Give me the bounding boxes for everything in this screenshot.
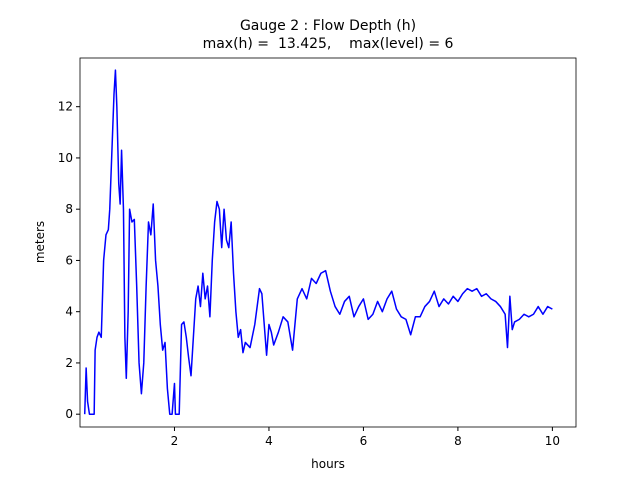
- chart-subtitle: max(h) = 13.425, max(level) = 6: [203, 36, 454, 52]
- y-tick-label: 0: [65, 407, 73, 421]
- y-tick-label: 12: [58, 100, 73, 114]
- x-tick-label: 8: [454, 434, 462, 448]
- y-tick-label: 6: [65, 253, 73, 267]
- y-tick-label: 2: [65, 356, 73, 370]
- plot-frame: [79, 57, 577, 428]
- data-line: [83, 69, 553, 415]
- y-tick-label: 10: [58, 151, 73, 165]
- x-tick-label: 2: [171, 434, 179, 448]
- x-tick-label: 10: [545, 434, 560, 448]
- x-tick-label: 6: [360, 434, 368, 448]
- x-axis-label: hours: [311, 457, 345, 471]
- y-tick-label: 8: [65, 202, 73, 216]
- y-tick-label: 4: [65, 305, 73, 319]
- x-tick-label: 4: [265, 434, 273, 448]
- y-axis-label: meters: [33, 221, 47, 263]
- chart-title: Gauge 2 : Flow Depth (h): [240, 18, 416, 34]
